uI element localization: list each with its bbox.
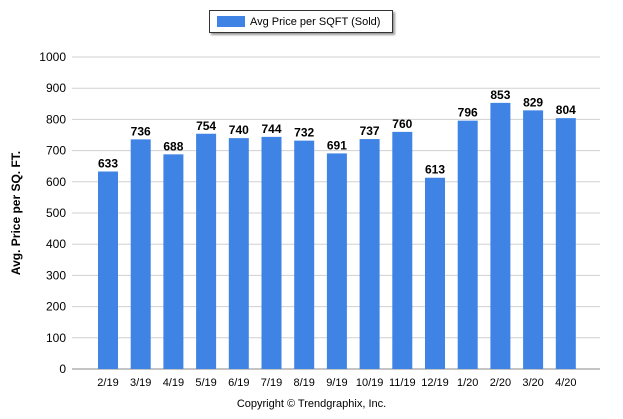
x-tick-label: 5/19 xyxy=(195,377,216,389)
bars xyxy=(98,102,576,370)
y-tick-label: 200 xyxy=(46,300,66,314)
bar-value-label: 633 xyxy=(98,157,118,171)
y-tick-label: 500 xyxy=(46,206,66,220)
x-tick-label: 6/19 xyxy=(228,377,249,389)
bar xyxy=(228,138,249,369)
x-tick-label: 9/19 xyxy=(326,377,347,389)
bar xyxy=(261,136,282,369)
bar-value-label: 613 xyxy=(425,163,445,177)
bar-value-label: 760 xyxy=(392,117,412,131)
x-tick-label: 1/20 xyxy=(457,377,478,389)
x-tick-label: 3/19 xyxy=(130,377,151,389)
y-tick-label: 300 xyxy=(46,268,66,282)
bar xyxy=(196,133,217,369)
y-tick-label: 600 xyxy=(46,175,66,189)
bar xyxy=(425,177,445,369)
bar-value-label: 754 xyxy=(196,119,216,133)
legend: Avg Price per SQFT (Sold) xyxy=(209,10,393,33)
bar xyxy=(98,171,118,369)
x-tick-label: 11/19 xyxy=(389,377,416,389)
bar xyxy=(326,153,347,369)
bar-value-label: 691 xyxy=(327,138,347,152)
legend-label: Avg Price per SQFT (Sold) xyxy=(250,15,381,28)
x-tick-label: 10/19 xyxy=(356,377,384,389)
y-tick-label: 100 xyxy=(46,331,66,345)
y-tick-label: 900 xyxy=(46,81,66,95)
bar-value-label: 737 xyxy=(360,124,380,138)
bar xyxy=(294,140,315,369)
bar-value-label: 732 xyxy=(294,126,314,140)
x-tick-label: 8/19 xyxy=(293,377,314,389)
y-tick-label: 0 xyxy=(59,362,66,376)
bar-value-label: 829 xyxy=(523,95,543,109)
bar-value-label: 688 xyxy=(163,139,183,153)
bar-value-label: 804 xyxy=(556,103,576,117)
bar xyxy=(523,110,544,370)
bar xyxy=(163,154,184,369)
y-tick-label: 1000 xyxy=(39,50,66,64)
copyright-text: Copyright © Trendgraphix, Inc. xyxy=(236,398,387,410)
y-tick-label: 400 xyxy=(46,237,66,251)
bar xyxy=(392,131,413,369)
y-axis-ticks: 0 100 200 300 400 500 600 700 800 900 1000 xyxy=(39,50,66,376)
x-tick-label: 12/19 xyxy=(421,377,449,389)
x-tick-label: 3/20 xyxy=(522,377,543,389)
bar-value-label: 853 xyxy=(490,88,510,102)
x-tick-label: 2/19 xyxy=(97,377,118,389)
x-tick-label: 7/19 xyxy=(261,377,282,389)
x-axis-ticks: 2/19 3/19 4/19 5/19 6/19 7/19 8/19 9/19 10/19 11/… xyxy=(97,377,576,389)
x-tick-label: 2/20 xyxy=(490,377,511,389)
bar xyxy=(130,139,151,369)
bar-value-label: 744 xyxy=(261,122,281,136)
bar-value-label: 736 xyxy=(131,124,151,138)
bar xyxy=(490,102,511,369)
bar-value-labels: 633 736 688 754 740 744 732 691 737 760 613 796 853 8… xyxy=(98,88,576,177)
bar xyxy=(457,120,478,369)
bar xyxy=(555,118,576,369)
bar xyxy=(359,139,380,369)
x-tick-label: 4/19 xyxy=(163,377,184,389)
y-axis-label: Avg. Price per SQ. FT. xyxy=(9,151,23,275)
bar-value-label: 740 xyxy=(229,123,249,137)
legend-swatch xyxy=(217,16,245,27)
bar-value-label: 796 xyxy=(458,106,478,120)
x-tick-label: 4/20 xyxy=(555,377,576,389)
y-tick-label: 700 xyxy=(46,144,66,158)
y-tick-label: 800 xyxy=(46,112,66,126)
